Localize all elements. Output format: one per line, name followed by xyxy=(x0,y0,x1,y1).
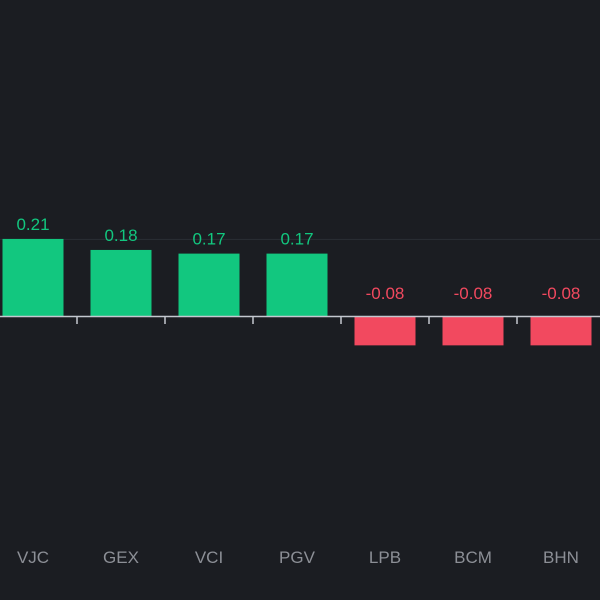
bar-bcm[interactable] xyxy=(442,316,504,346)
value-label-pgv: 0.17 xyxy=(280,230,313,249)
bar-vci[interactable] xyxy=(178,253,240,316)
value-label-gex: 0.18 xyxy=(104,226,137,245)
bar-vjc[interactable] xyxy=(2,238,64,316)
value-label-bhn: -0.08 xyxy=(542,284,581,303)
tick-label-gex: GEX xyxy=(103,548,139,567)
value-label-vjc: 0.21 xyxy=(16,215,49,234)
value-label-vci: 0.17 xyxy=(192,230,225,249)
axis-layer xyxy=(0,315,600,324)
value-labels-layer: 0.21 0.18 0.17 0.17 -0.08 -0.08 -0.08 xyxy=(16,215,580,303)
tick-label-pgv: PGV xyxy=(279,548,316,567)
value-label-lpb: -0.08 xyxy=(366,284,405,303)
tick-label-lpb: LPB xyxy=(369,548,401,567)
bar-gex[interactable] xyxy=(90,249,152,316)
tick-labels-layer: VJC GEX VCI PGV LPB BCM BHN xyxy=(17,548,579,567)
tick-label-bhn: BHN xyxy=(543,548,579,567)
tick-label-bcm: BCM xyxy=(454,548,492,567)
tick-label-vci: VCI xyxy=(195,548,223,567)
tick-label-vjc: VJC xyxy=(17,548,49,567)
value-label-bcm: -0.08 xyxy=(454,284,493,303)
bar-pgv[interactable] xyxy=(266,253,328,316)
bar-bhn[interactable] xyxy=(530,316,592,346)
bar-lpb[interactable] xyxy=(354,316,416,346)
bars-layer xyxy=(2,238,592,346)
